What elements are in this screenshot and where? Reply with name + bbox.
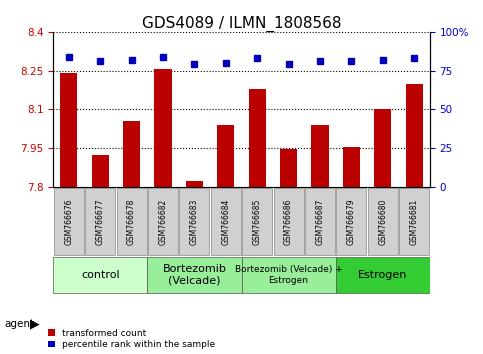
Bar (312, 125, 328, 187)
Text: GSM766679: GSM766679 (347, 198, 356, 245)
FancyBboxPatch shape (242, 257, 336, 293)
Title: GDS4089 / ILMN_1808568: GDS4089 / ILMN_1808568 (142, 16, 341, 32)
FancyBboxPatch shape (179, 188, 210, 255)
Bar (280, 149, 297, 187)
Bar (249, 89, 266, 187)
FancyBboxPatch shape (336, 257, 430, 293)
FancyBboxPatch shape (147, 257, 242, 293)
Text: Estrogen: Estrogen (358, 270, 408, 280)
Bar (60, 73, 77, 187)
FancyBboxPatch shape (211, 188, 241, 255)
Text: GSM766685: GSM766685 (253, 198, 262, 245)
FancyBboxPatch shape (54, 188, 84, 255)
FancyBboxPatch shape (148, 188, 178, 255)
FancyBboxPatch shape (399, 188, 429, 255)
FancyBboxPatch shape (368, 188, 398, 255)
FancyBboxPatch shape (85, 188, 115, 255)
Text: ▶: ▶ (30, 318, 40, 330)
Text: GSM766684: GSM766684 (221, 198, 230, 245)
Text: GSM766680: GSM766680 (378, 198, 387, 245)
Text: agent: agent (5, 319, 35, 329)
FancyBboxPatch shape (273, 188, 304, 255)
Text: GSM766682: GSM766682 (158, 198, 168, 245)
FancyBboxPatch shape (242, 188, 272, 255)
Bar (123, 121, 140, 187)
Text: GSM766678: GSM766678 (127, 198, 136, 245)
Text: GSM766686: GSM766686 (284, 198, 293, 245)
Legend: transformed count, percentile rank within the sample: transformed count, percentile rank withi… (48, 329, 215, 349)
Bar (186, 181, 203, 187)
FancyBboxPatch shape (116, 188, 147, 255)
Text: Bortezomib (Velcade) +
Estrogen: Bortezomib (Velcade) + Estrogen (235, 265, 342, 285)
Text: GSM766687: GSM766687 (315, 198, 325, 245)
Text: control: control (81, 270, 119, 280)
Bar (217, 125, 234, 187)
Text: GSM766676: GSM766676 (64, 198, 73, 245)
Text: GSM766683: GSM766683 (190, 198, 199, 245)
Text: GSM766677: GSM766677 (96, 198, 105, 245)
FancyBboxPatch shape (336, 188, 367, 255)
Bar (343, 147, 360, 187)
Text: GSM766681: GSM766681 (410, 198, 419, 245)
Bar (406, 84, 423, 187)
Bar (374, 109, 391, 187)
FancyBboxPatch shape (305, 188, 335, 255)
Bar (155, 69, 171, 187)
Bar (92, 155, 109, 187)
Text: Bortezomib
(Velcade): Bortezomib (Velcade) (162, 264, 227, 286)
FancyBboxPatch shape (53, 257, 147, 293)
